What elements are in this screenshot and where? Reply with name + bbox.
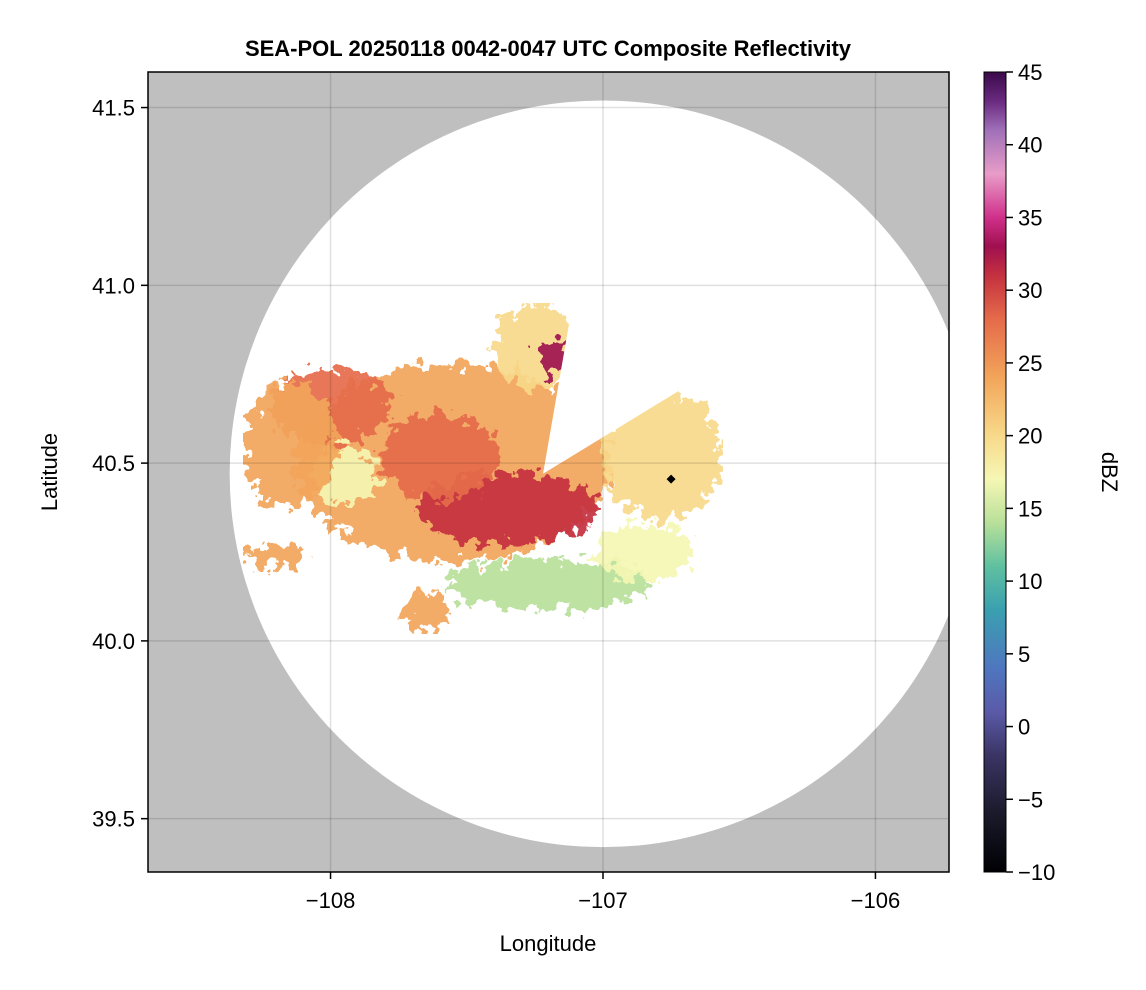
colorbar-tick-label-10: 40 [1018,133,1042,158]
y-tick-label-0: 39.5 [92,807,135,832]
echo-south-fringe [444,559,653,609]
y-tick-label-3: 41.0 [92,273,135,298]
echo-west-arm [243,381,336,510]
radar-site-layer [666,474,676,484]
colorbar-tick-label-7: 25 [1018,351,1042,376]
colorbar-label: dBZ [1097,452,1122,492]
colorbar-tick-label-6: 20 [1018,424,1042,449]
colorbar-tick-label-8: 30 [1018,278,1042,303]
x-axis-label: Longitude [500,931,597,956]
x-tick-label-0: −108 [306,888,356,913]
grid-lines [148,72,949,872]
y-tick-label-4: 41.5 [92,96,135,121]
colorbar-tick-label-0: −10 [1018,860,1055,885]
colorbar-tick-label-11: 45 [1018,60,1042,85]
colorbar-ticks: −10 −5 0 5 10 15 20 25 30 35 40 45 [1006,60,1055,885]
colorbar-tick-label-1: −5 [1018,787,1043,812]
chart-title: SEA-POL 20250118 0042-0047 UTC Composite… [245,36,852,61]
y-axis-label: Latitude [37,433,62,511]
x-axis-ticks: −108 −107 −106 [306,872,900,913]
echo-central-core [379,413,500,499]
y-tick-label-1: 40.0 [92,629,135,654]
colorbar-tick-label-9: 35 [1018,205,1042,230]
x-tick-label-2: −106 [851,888,901,913]
colorbar-tick-label-4: 10 [1018,569,1042,594]
radar-site-marker [666,474,676,484]
colorbar-tick-label-3: 5 [1018,642,1030,667]
colorbar: −10 −5 0 5 10 15 20 25 30 35 40 45 dBZ [983,60,1122,885]
x-tick-label-1: −107 [578,888,628,913]
colorbar-gradient [983,71,1007,873]
echo-layer [243,285,723,634]
echo-southwest-blob [404,591,448,634]
echo-east-lobe [602,392,723,520]
echo-far-west-streak [243,544,309,567]
plot-frame [147,71,950,873]
echo-regions [243,303,723,634]
beam-blocked-sector [543,285,712,474]
y-axis-ticks: 39.5 40.0 40.5 41.0 41.5 [92,96,148,832]
colorbar-tick-label-5: 15 [1018,496,1042,521]
colorbar-tick-label-2: 0 [1018,715,1030,740]
plot-area [148,72,949,872]
y-tick-label-2: 40.5 [92,451,135,476]
echo-southeast-fringe [594,523,693,581]
